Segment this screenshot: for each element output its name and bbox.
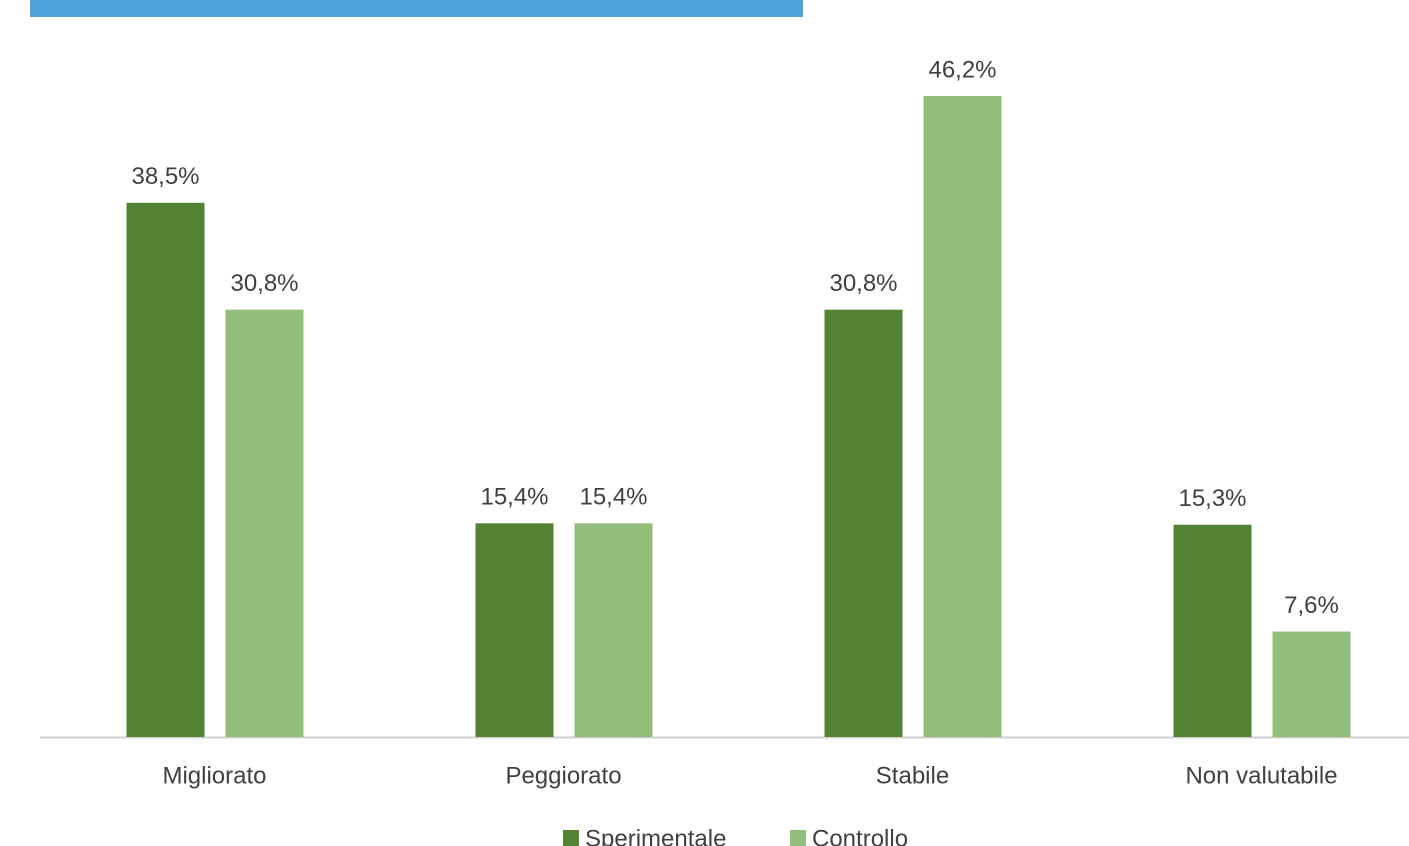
bar xyxy=(225,309,304,737)
value-label: 46,2% xyxy=(928,56,996,83)
bar xyxy=(1272,631,1351,737)
bar xyxy=(923,96,1002,737)
value-label: 15,3% xyxy=(1178,485,1246,512)
x-tick-label: Migliorato xyxy=(162,762,266,789)
value-label: 30,8% xyxy=(230,270,298,297)
bar xyxy=(475,523,554,737)
value-label: 7,6% xyxy=(1284,592,1339,619)
x-tick-label: Peggiorato xyxy=(505,762,621,789)
legend-swatch xyxy=(790,830,806,846)
value-label: 30,8% xyxy=(829,270,897,297)
x-tick-label: Stabile xyxy=(876,762,949,789)
bar xyxy=(574,523,653,737)
legend-label: Controllo xyxy=(812,825,908,846)
header-band xyxy=(30,0,803,17)
bar xyxy=(1173,524,1252,737)
legend-label: Sperimentale xyxy=(585,825,726,846)
value-label: 15,4% xyxy=(480,484,548,511)
bar xyxy=(824,309,903,737)
bar xyxy=(126,202,205,738)
x-tick-label: Non valutabile xyxy=(1185,762,1337,789)
value-label: 15,4% xyxy=(579,484,647,511)
legend-swatch xyxy=(563,830,579,846)
value-label: 38,5% xyxy=(131,163,199,190)
